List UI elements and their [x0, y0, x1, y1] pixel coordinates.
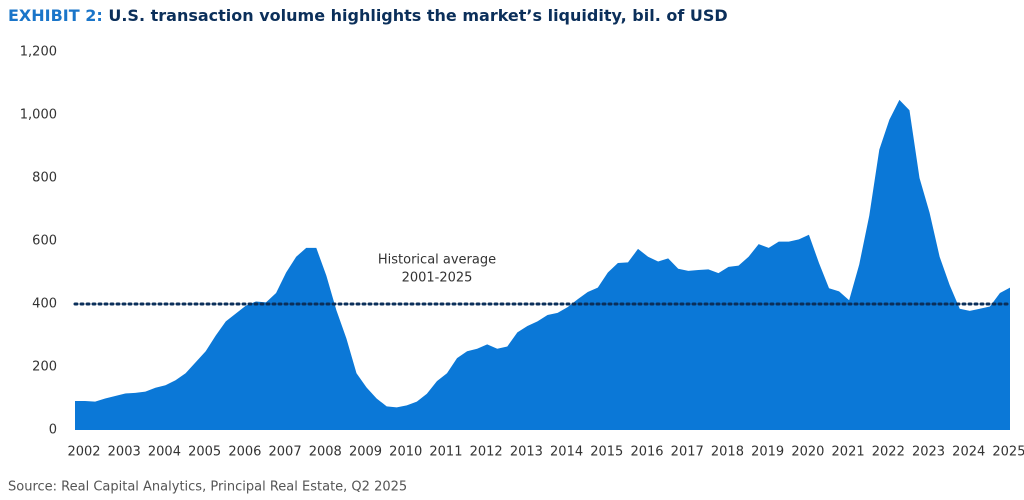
title-label: EXHIBIT 2: — [8, 6, 103, 25]
x-tick-label: 2003 — [108, 445, 141, 460]
y-tick-label: 0 — [49, 423, 57, 438]
x-tick-label: 2022 — [872, 445, 905, 460]
x-tick-label: 2006 — [228, 445, 261, 460]
x-tick-label: 2025 — [992, 445, 1024, 460]
x-tick-label: 2012 — [470, 445, 503, 460]
title-text: U.S. transaction volume highlights the m… — [108, 6, 727, 25]
x-tick-label: 2024 — [952, 445, 985, 460]
y-tick-label: 600 — [32, 234, 57, 249]
y-tick-label: 1,000 — [20, 108, 57, 123]
x-tick-label: 2008 — [309, 445, 342, 460]
x-tick-label: 2005 — [188, 445, 221, 460]
chart-title: EXHIBIT 2: U.S. transaction volume highl… — [8, 6, 728, 25]
average-label: 2001-2025 — [402, 271, 473, 286]
x-tick-label: 2013 — [510, 445, 543, 460]
y-tick-label: 800 — [32, 171, 57, 186]
x-tick-label: 2023 — [912, 445, 945, 460]
x-tick-label: 2015 — [590, 445, 623, 460]
area — [75, 99, 1010, 430]
x-tick-label: 2020 — [791, 445, 824, 460]
x-tick-label: 2018 — [711, 445, 744, 460]
x-tick-label: 2014 — [550, 445, 583, 460]
average-label: Historical average — [378, 253, 496, 268]
x-tick-label: 2016 — [630, 445, 663, 460]
x-tick-label: 2009 — [349, 445, 382, 460]
x-tick-label: 2010 — [389, 445, 422, 460]
x-tick-label: 2017 — [671, 445, 704, 460]
x-tick-label: 2011 — [429, 445, 462, 460]
y-tick-label: 200 — [32, 360, 57, 375]
x-tick-label: 2007 — [269, 445, 302, 460]
y-tick-label: 400 — [32, 297, 57, 312]
x-tick-label: 2004 — [148, 445, 181, 460]
source-note: Source: Real Capital Analytics, Principa… — [8, 480, 407, 495]
x-tick-label: 2021 — [832, 445, 865, 460]
y-tick-label: 1,200 — [20, 45, 57, 60]
x-tick-label: 2002 — [67, 445, 100, 460]
x-tick-label: 2019 — [751, 445, 784, 460]
